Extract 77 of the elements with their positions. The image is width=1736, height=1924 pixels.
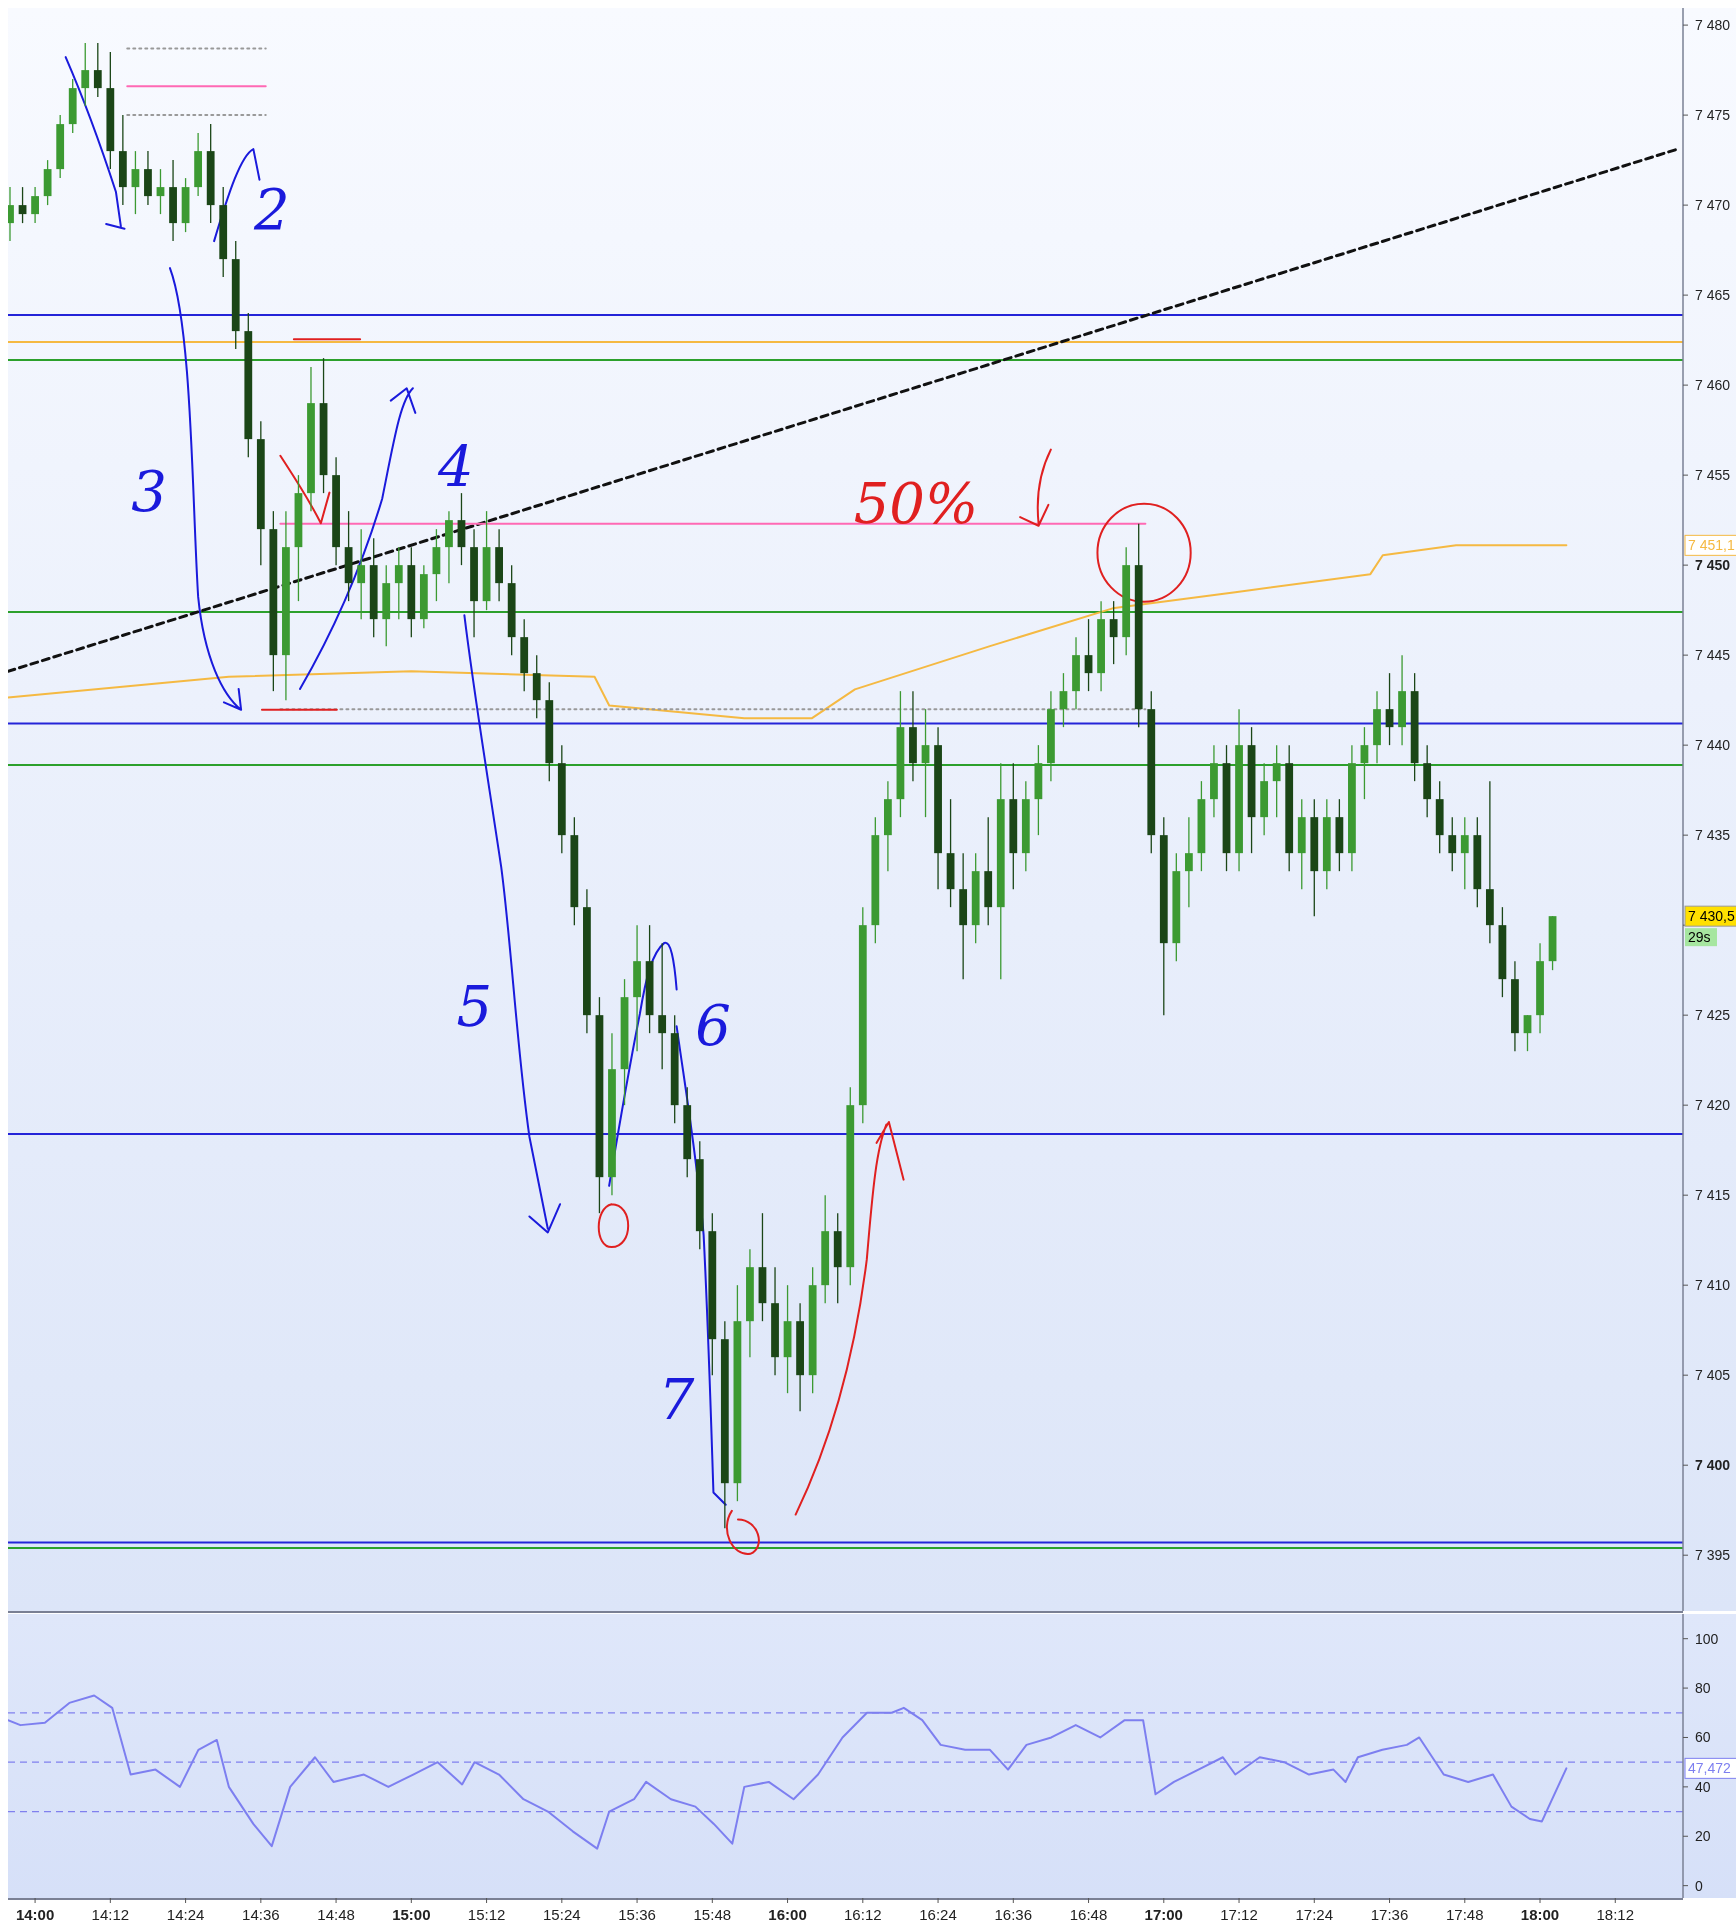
annotation: 6	[695, 993, 731, 1059]
annotation: 7	[658, 1366, 695, 1432]
candlestick	[81, 42, 90, 107]
y-tick-label: 7 425	[1695, 1007, 1731, 1024]
x-tick-label: 14:12	[91, 1906, 130, 1923]
candlestick	[1184, 816, 1193, 908]
x-tick-label: 18:00	[1520, 1906, 1560, 1923]
candlestick	[921, 708, 930, 818]
candlestick	[1109, 600, 1118, 665]
y-tick-label: 7 415	[1695, 1187, 1731, 1204]
annotation: 4	[436, 434, 474, 500]
x-tick-label: 14:36	[242, 1906, 280, 1923]
y-tick-label: 7 450	[1695, 557, 1731, 574]
y-tick-label: 7 470	[1695, 197, 1731, 214]
x-tick-label: 15:48	[693, 1906, 732, 1923]
candlestick	[1084, 618, 1093, 692]
y-tick-label: 7 460	[1695, 377, 1731, 394]
annotation: 50%	[853, 471, 979, 537]
candlestick	[1272, 744, 1281, 818]
y-tick-label: 7 440	[1695, 737, 1731, 754]
x-tick-label: 16:00	[768, 1906, 807, 1923]
text: 7 430,5	[1688, 908, 1735, 925]
candlestick	[1523, 1014, 1532, 1052]
candlestick	[18, 186, 27, 224]
x-tick-label: 17:36	[1370, 1906, 1409, 1923]
x-tick-label: 14:24	[166, 1906, 205, 1923]
text: 29s	[1688, 929, 1711, 946]
y-tick-label: 7 435	[1695, 827, 1731, 844]
y-tick-label: 7 410	[1695, 1277, 1731, 1294]
y-tick-label: 7 465	[1695, 287, 1731, 304]
x-tick-label: 17:00	[1144, 1906, 1183, 1923]
x-tick-label: 15:36	[618, 1906, 656, 1923]
x-tick-label: 14:00	[15, 1906, 55, 1923]
y-tick-label: 7 420	[1695, 1097, 1731, 1114]
y-tick-label: 7 455	[1695, 467, 1731, 484]
y-tick-label: 100	[1695, 1630, 1719, 1647]
candlestick	[1385, 672, 1394, 746]
x-tick-label: 17:12	[1220, 1906, 1258, 1923]
x-tick-label: 17:48	[1446, 1906, 1484, 1923]
x-tick-label: 18:12	[1596, 1906, 1635, 1923]
candlestick	[1448, 816, 1457, 872]
text: 47,472	[1688, 1760, 1732, 1777]
x-tick-label: 16:48	[1069, 1906, 1108, 1923]
annotation: 3	[131, 459, 167, 525]
x-tick-label: 15:00	[392, 1906, 431, 1923]
y-tick-label: 7 395	[1695, 1547, 1731, 1564]
x-tick-label: 16:36	[994, 1906, 1033, 1923]
y-tick-label: 40	[1695, 1778, 1711, 1795]
y-tick-label: 80	[1695, 1680, 1711, 1697]
candlestick	[156, 168, 165, 215]
candlestick	[1460, 816, 1469, 890]
annotation: 5	[456, 974, 493, 1040]
candlestick	[131, 150, 140, 215]
candlestick	[357, 528, 366, 620]
candlestick	[31, 186, 39, 224]
candlestick	[1059, 672, 1068, 728]
candlestick	[658, 942, 667, 1070]
candlestick	[394, 546, 403, 620]
text: 7 451,1	[1688, 537, 1735, 554]
y-tick-label: 0	[1695, 1877, 1703, 1894]
y-tick-label: 7 480	[1695, 17, 1731, 34]
candlestick	[93, 42, 102, 98]
annotation: 2	[252, 176, 290, 242]
y-tick-label: 7 405	[1695, 1367, 1731, 1384]
y-tick-label: 20	[1695, 1828, 1711, 1845]
x-tick-label: 14:48	[317, 1906, 355, 1923]
line-series	[8, 544, 1568, 720]
y-tick-label: 60	[1695, 1729, 1711, 1746]
x-tick-label: 16:12	[844, 1906, 882, 1923]
x-tick-label: 15:24	[543, 1906, 581, 1923]
x-tick-label: 16:24	[919, 1906, 957, 1923]
candlestick	[1360, 726, 1369, 800]
y-tick-label: 7 400	[1695, 1457, 1731, 1474]
y-tick-label: 7 445	[1695, 647, 1731, 664]
x-tick-label: 15:12	[467, 1906, 506, 1923]
y-tick-label: 7 475	[1695, 107, 1731, 124]
x-tick-label: 17:24	[1295, 1906, 1334, 1923]
